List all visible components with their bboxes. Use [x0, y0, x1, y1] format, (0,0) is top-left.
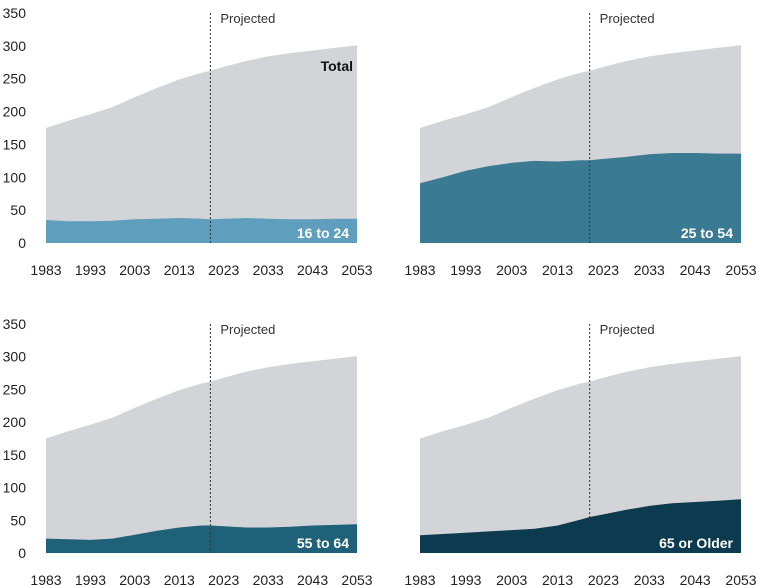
y-tick-label: 0 — [18, 545, 26, 561]
y-tick-label: 350 — [3, 5, 27, 21]
y-tick-label: 150 — [3, 136, 27, 152]
x-tick-label: 2033 — [253, 572, 284, 585]
total-area — [46, 45, 357, 244]
y-tick-label: 50 — [10, 202, 26, 218]
x-tick-label: 2033 — [634, 572, 665, 585]
projected-label: Projected — [600, 11, 655, 26]
chart-panel-2: Projected 1983 1993 2003 2013 2023 2033 2043 205… — [404, 11, 756, 278]
total-label: Total — [321, 58, 353, 74]
y-tick-label: 100 — [3, 169, 27, 185]
x-tick-label: 1983 — [404, 572, 435, 585]
series-area — [420, 499, 741, 553]
x-tick-label: 2033 — [634, 262, 665, 278]
x-tick-label: 2013 — [164, 572, 195, 585]
y-tick-label: 150 — [3, 447, 27, 463]
x-tick-label: 2003 — [496, 572, 527, 585]
y-tick-label: 350 — [3, 316, 27, 332]
series-label: 16 to 24 — [297, 225, 349, 241]
y-tick-label: 100 — [3, 480, 27, 496]
projected-label: Projected — [220, 11, 275, 26]
x-tick-label: 1983 — [404, 262, 435, 278]
x-tick-label: 2013 — [542, 572, 573, 585]
x-tick-label: 2003 — [496, 262, 527, 278]
projected-label: Projected — [600, 322, 655, 337]
chart-panel-4: Projected 1983 1993 2003 2013 2023 2033 2043 205… — [404, 322, 756, 585]
series-area — [420, 153, 741, 243]
x-tick-label: 2053 — [341, 572, 372, 585]
x-tick-label: 2013 — [164, 262, 195, 278]
chart-panel-3: Projected 0 50 100 150 200 250 300 350 1983 1993 20… — [3, 316, 373, 585]
y-tick-label: 200 — [3, 414, 27, 430]
x-tick-label: 1983 — [30, 572, 61, 585]
y-tick-label: 50 — [10, 512, 26, 528]
x-tick-label: 2053 — [341, 262, 372, 278]
x-tick-label: 1993 — [450, 262, 481, 278]
x-tick-label: 2003 — [119, 262, 150, 278]
y-tick-label: 250 — [3, 71, 27, 87]
total-area — [420, 356, 741, 553]
y-tick-label: 250 — [3, 381, 27, 397]
x-tick-label: 2053 — [725, 572, 756, 585]
x-tick-label: 2023 — [588, 572, 619, 585]
total-area — [46, 356, 357, 553]
x-tick-label: 2013 — [542, 262, 573, 278]
y-tick-label: 200 — [3, 104, 27, 120]
x-tick-label: 2043 — [297, 262, 328, 278]
series-area — [46, 524, 357, 553]
chart-panel-1: Projected 0 50 100 150 200 250 300 350 1983 1993 20… — [3, 5, 373, 278]
x-tick-label: 2053 — [725, 262, 756, 278]
x-tick-label: 1993 — [75, 572, 106, 585]
x-tick-label: 1983 — [30, 262, 61, 278]
projected-label: Projected — [220, 322, 275, 337]
x-tick-label: 2023 — [208, 262, 239, 278]
x-tick-label: 2043 — [680, 572, 711, 585]
series-label: 65 or Older — [659, 535, 733, 551]
x-tick-label: 2033 — [253, 262, 284, 278]
x-tick-label: 1993 — [75, 262, 106, 278]
x-tick-label: 2023 — [208, 572, 239, 585]
series-label: 25 to 54 — [681, 225, 733, 241]
series-label: 55 to 64 — [297, 535, 349, 551]
y-tick-label: 300 — [3, 349, 27, 365]
x-tick-label: 2003 — [119, 572, 150, 585]
y-tick-label: 0 — [18, 235, 26, 251]
x-tick-label: 2023 — [588, 262, 619, 278]
x-tick-label: 2043 — [297, 572, 328, 585]
x-tick-label: 2043 — [680, 262, 711, 278]
x-tick-label: 1993 — [450, 572, 481, 585]
series-area — [46, 218, 357, 243]
y-tick-label: 300 — [3, 38, 27, 54]
